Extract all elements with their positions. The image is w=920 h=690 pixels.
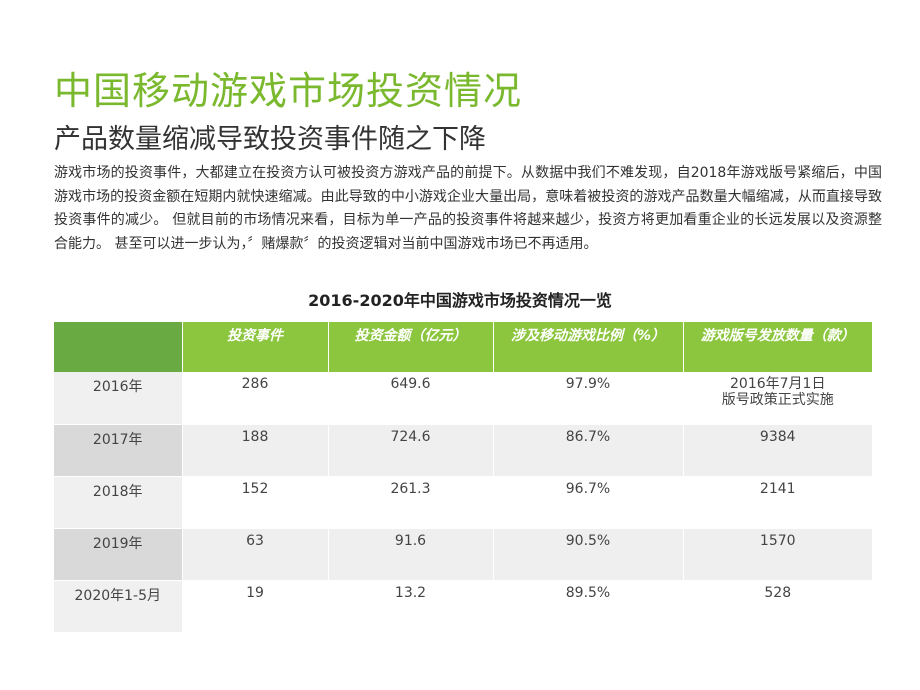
licenses-cell: 2016年7月1日 版号政策正式实施 [682,372,872,425]
events-cell: 188 [181,424,328,477]
table-row: 2018年 152 261.3 96.7% 2141 [54,476,872,529]
ratio-cell: 97.9% [492,372,683,425]
events-cell: 63 [181,528,328,581]
year-cell: 2017年 [54,424,182,477]
page-subtitle: 产品数量缩减导致投资事件随之下降 [54,124,486,155]
year-cell: 2018年 [54,476,182,529]
header-corner [54,322,182,372]
year-cell: 2016年 [54,372,182,425]
header-mobile-ratio: 涉及移动游戏比例（%） [492,322,683,372]
amount-cell: 13.2 [327,580,493,633]
events-cell: 286 [181,372,328,425]
licenses-cell: 9384 [682,424,872,477]
intro-paragraph: 游戏市场的投资事件，大都建立在投资方认可被投资方游戏产品的前提下。从数据中我们不… [54,165,882,252]
header-amount: 投资金额（亿元） [327,322,493,372]
licenses-cell: 2141 [682,476,872,529]
amount-cell: 649.6 [327,372,493,425]
year-cell: 2019年 [54,528,182,581]
table-row: 2017年 188 724.6 86.7% 9384 [54,424,872,477]
ratio-cell: 86.7% [492,424,683,477]
ratio-cell: 96.7% [492,476,683,529]
table-row: 2019年 63 91.6 90.5% 1570 [54,528,872,581]
licenses-note-line1: 2016年7月1日 [730,376,826,392]
year-cell: 2020年1-5月 [54,580,182,633]
amount-cell: 724.6 [327,424,493,477]
amount-cell: 261.3 [327,476,493,529]
ratio-cell: 89.5% [492,580,683,633]
table-row: 2016年 286 649.6 97.9% 2016年7月1日 版号政策正式实施 [54,372,872,425]
page-title: 中国移动游戏市场投资情况 [54,69,523,113]
table-row: 2020年1-5月 19 13.2 89.5% 528 [54,580,872,633]
events-cell: 152 [181,476,328,529]
licenses-cell: 1570 [682,528,872,581]
table-header-row: 投资事件 投资金额（亿元） 涉及移动游戏比例（%） 游戏版号发放数量（款） [54,322,872,372]
amount-cell: 91.6 [327,528,493,581]
licenses-note-line2: 版号政策正式实施 [721,392,834,408]
investment-table: 投资事件 投资金额（亿元） 涉及移动游戏比例（%） 游戏版号发放数量（款） 20… [54,322,872,633]
table-title: 2016-2020年中国游戏市场投资情况一览 [308,291,612,310]
events-cell: 19 [181,580,328,633]
header-events: 投资事件 [181,322,328,372]
ratio-cell: 90.5% [492,528,683,581]
licenses-cell: 528 [682,580,872,633]
header-licenses: 游戏版号发放数量（款） [682,322,872,372]
